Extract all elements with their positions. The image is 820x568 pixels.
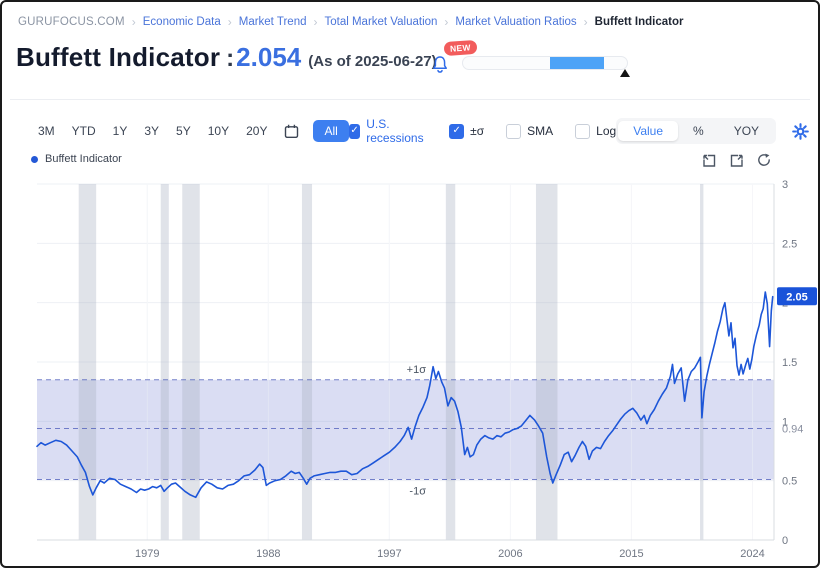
us-recessions-checkbox[interactable]: ✓ U.S. recessions <box>348 117 427 145</box>
svg-text:1979: 1979 <box>135 548 159 560</box>
us-recessions-label: U.S. recessions <box>366 117 424 145</box>
svg-text:1.5: 1.5 <box>782 357 797 369</box>
chevron-right-icon: › <box>444 15 449 29</box>
range-1y-button[interactable]: 1Y <box>112 124 128 138</box>
breadcrumb-gurufocus-home[interactable]: GURUFOCUS.COM <box>18 16 125 28</box>
checkbox-unchecked-icon <box>506 123 522 139</box>
display-mode-switch: Value % YOY <box>616 118 777 144</box>
svg-text:-1σ: -1σ <box>409 485 426 497</box>
svg-text:1: 1 <box>782 416 788 428</box>
chevron-right-icon: › <box>227 15 232 29</box>
range-all-button[interactable]: All <box>313 120 349 142</box>
reset-refresh-icon[interactable] <box>756 152 772 168</box>
svg-text:3: 3 <box>782 179 788 191</box>
range-5y-button[interactable]: 5Y <box>176 124 191 138</box>
sigma-label: ±σ <box>470 124 485 138</box>
breadcrumb-total-market-valuation[interactable]: Total Market Valuation <box>324 16 438 28</box>
buffett-indicator-chart[interactable]: +1σ-1σ00.511.522.530.942.051979198819972… <box>2 150 820 566</box>
svg-text:0: 0 <box>782 535 788 547</box>
svg-text:1988: 1988 <box>256 548 280 560</box>
breadcrumb: GURUFOCUS.COM › Economic Data › Market T… <box>18 15 808 29</box>
gauge-track <box>462 56 628 70</box>
breadcrumb-market-valuation-ratios[interactable]: Market Valuation Ratios <box>455 16 577 28</box>
log-label: Log <box>596 124 617 138</box>
svg-text:0.5: 0.5 <box>782 476 797 488</box>
sma-label: SMA <box>527 124 554 138</box>
range-3m-button[interactable]: 3M <box>38 124 55 138</box>
range-ytd-button[interactable]: YTD <box>71 124 96 138</box>
calendar-icon[interactable] <box>284 124 299 139</box>
sigma-checkbox[interactable]: ✓ ±σ <box>449 123 485 139</box>
valuation-gauge <box>462 56 630 77</box>
legend-series-label: Buffett Indicator <box>45 153 122 165</box>
indicator-value: 2.054 <box>236 42 302 72</box>
legend-dot-icon <box>31 155 38 163</box>
chevron-right-icon: › <box>583 15 588 29</box>
page-header: Buffett Indicator:2.054 (As of 2025-06-27… <box>16 39 808 84</box>
svg-text:2015: 2015 <box>619 548 643 560</box>
chevron-right-icon: › <box>131 15 136 29</box>
zoom-selection-icon[interactable] <box>702 152 717 168</box>
svg-text:2.5: 2.5 <box>782 238 797 250</box>
checkbox-unchecked-icon <box>575 123 591 139</box>
svg-text:+1σ: +1σ <box>407 364 427 376</box>
chart-toolbar: 3M YTD 1Y 3Y 5Y 10Y 20Y All ✓ U.S. reces… <box>38 116 809 146</box>
range-10y-button[interactable]: 10Y <box>207 124 230 138</box>
mode-percent-button[interactable]: % <box>693 124 704 138</box>
card-divider <box>10 99 810 100</box>
chart-tools <box>702 152 772 168</box>
new-badge: NEW <box>443 39 478 57</box>
as-of-date: (As of 2025-06-27) <box>308 53 437 70</box>
log-checkbox[interactable]: Log <box>575 123 617 139</box>
breadcrumb-economic-data[interactable]: Economic Data <box>142 16 221 28</box>
checkbox-checked-icon: ✓ <box>348 123 361 139</box>
settings-gear-icon[interactable] <box>792 122 809 140</box>
zoom-out-selection-icon[interactable] <box>729 152 744 168</box>
sma-checkbox[interactable]: SMA <box>506 123 554 139</box>
svg-text:0.94: 0.94 <box>782 423 803 435</box>
mode-yoy-button[interactable]: YOY <box>733 124 760 138</box>
chart-legend[interactable]: Buffett Indicator <box>31 153 122 165</box>
svg-text:2024: 2024 <box>740 548 764 560</box>
checkbox-checked-icon: ✓ <box>449 123 465 139</box>
breadcrumb-market-trend[interactable]: Market Trend <box>238 16 307 28</box>
gauge-overvalued-segment <box>549 57 605 69</box>
mode-value-button[interactable]: Value <box>618 121 679 141</box>
svg-text:1997: 1997 <box>377 548 401 560</box>
chevron-right-icon: › <box>313 15 318 29</box>
title-colon: : <box>226 45 235 72</box>
range-3y-button[interactable]: 3Y <box>144 124 160 138</box>
notification-bell-icon[interactable] <box>430 54 450 76</box>
gauge-marker-icon <box>619 69 630 77</box>
svg-text:2006: 2006 <box>498 548 522 560</box>
breadcrumb-current-page: Buffett Indicator <box>594 16 684 28</box>
range-20y-button[interactable]: 20Y <box>246 124 268 138</box>
svg-text:2.05: 2.05 <box>786 291 807 303</box>
page-title: Buffett Indicator <box>16 42 221 72</box>
